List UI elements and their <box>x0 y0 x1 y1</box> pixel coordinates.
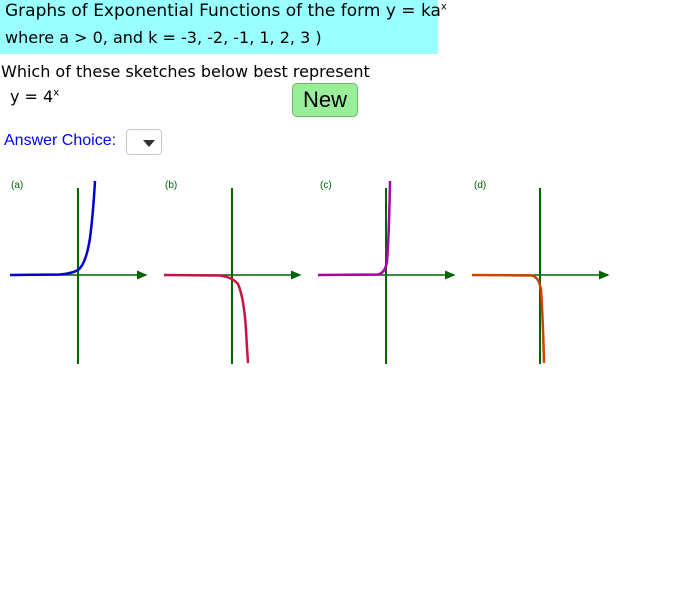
graph-c-curve <box>317 180 392 277</box>
title-line-2: where a > 0, and k = -3, -2, -1, 1, 2, 3… <box>5 28 322 47</box>
graph-b-curve <box>163 273 250 364</box>
graph-a-curve <box>9 180 97 277</box>
graph-a-label: (a) <box>11 180 24 191</box>
graph-b[interactable] <box>163 188 302 364</box>
question-prompt: Which of these sketches below best repre… <box>1 62 370 81</box>
graph-a[interactable] <box>9 180 148 364</box>
graph-c-label: (c) <box>320 180 332 191</box>
chevron-down-icon <box>143 140 155 147</box>
graph-c[interactable] <box>317 180 456 364</box>
answer-choice-label: Answer Choice: <box>4 132 117 149</box>
graph-d[interactable] <box>471 188 610 364</box>
graph-b-label: (b) <box>165 180 178 191</box>
answer-choice-dropdown[interactable] <box>126 129 162 155</box>
question-equation: y = 4x <box>10 87 60 106</box>
new-button[interactable]: New <box>292 83 358 117</box>
graph-d-curve <box>471 273 546 364</box>
title-line-1: Graphs of Exponential Functions of the f… <box>5 1 447 21</box>
graph-d-label: (d) <box>474 180 487 191</box>
title-banner: Graphs of Exponential Functions of the f… <box>0 0 447 54</box>
